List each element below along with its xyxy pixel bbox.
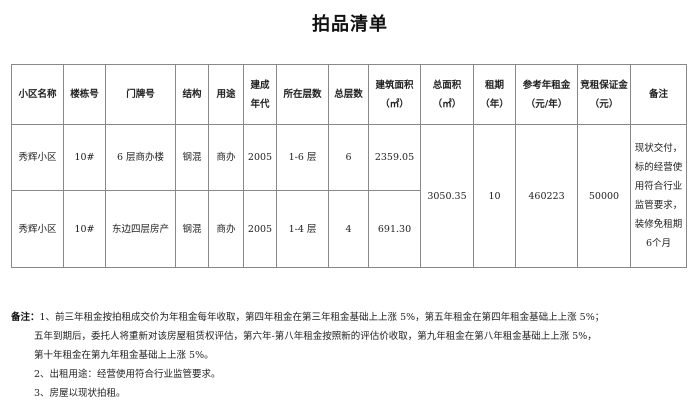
header-cell: 建筑面积（㎡） xyxy=(368,64,421,125)
header-cell: 租期（年） xyxy=(473,64,516,125)
year-cell: 2005 xyxy=(243,190,277,268)
floor-cell: 1-6 层 xyxy=(276,124,329,191)
floor-cell: 1-4 层 xyxy=(276,190,329,268)
header-row: 小区名称 楼栋号 门牌号 结构 用途 建成年代 所在层数 总层数 建筑面积（㎡）… xyxy=(11,64,687,125)
door-cell: 东边四层房产 xyxy=(105,190,176,268)
header-cell: 楼栋号 xyxy=(63,64,106,125)
use-cell: 商办 xyxy=(208,190,244,268)
building-cell: 10# xyxy=(63,190,106,268)
area-cell: 2359.05 xyxy=(368,124,421,191)
year-cell: 2005 xyxy=(243,124,277,191)
use-cell: 商办 xyxy=(208,124,244,191)
building-cell: 10# xyxy=(63,124,106,191)
header-cell: 竞租保证金（元） xyxy=(577,64,631,125)
structure-cell: 钢混 xyxy=(175,124,209,191)
header-cell: 所在层数 xyxy=(276,64,329,125)
header-cell: 用途 xyxy=(208,64,244,125)
header-cell: 参考年租金（元/年） xyxy=(515,64,578,125)
header-cell: 结构 xyxy=(175,64,209,125)
community-cell: 秀辉小区 xyxy=(11,190,64,268)
deposit-cell: 50000 xyxy=(577,124,631,268)
page-title: 拍品清单 xyxy=(312,14,388,35)
table-row: 秀辉小区 10# 东边四层房产 钢混 商办 2005 1-4 层 4 691.3… xyxy=(11,190,687,268)
door-cell: 6 层商办楼 xyxy=(105,124,176,191)
note-line: 第十年租金在第九年租金基础上上涨 5%。 xyxy=(34,350,214,361)
remark-cell: 现状交付，标的经营使用符合行业监管要求，装修免租期6个月 xyxy=(630,124,687,268)
header-cell: 总面积（㎡） xyxy=(420,64,474,125)
total-floors-cell: 6 xyxy=(328,124,369,191)
note-text: 1、前三年租金按拍租成交价为年租金每年收取，第四年租金在第三年租金基础上上涨 5… xyxy=(39,312,605,323)
note-line: 五年到期后，委托人将重新对该房屋租赁权评估，第六年-第八年租金按照新的评估价收取… xyxy=(34,331,597,342)
community-cell: 秀辉小区 xyxy=(11,124,64,191)
table-row: 秀辉小区 10# 6 层商办楼 钢混 商办 2005 1-6 层 6 2359.… xyxy=(11,124,687,268)
header-cell: 小区名称 xyxy=(11,64,64,125)
note-line: 2、出租用途：经营使用符合行业监管要求。 xyxy=(34,369,221,380)
total-floors-cell: 4 xyxy=(328,190,369,268)
structure-cell: 钢混 xyxy=(175,190,209,268)
header-cell: 备注 xyxy=(630,64,687,125)
note-line: 备注：1、前三年租金按拍租成交价为年租金每年收取，第四年租金在第三年租金基础上上… xyxy=(11,308,691,327)
notes-label: 备注： xyxy=(11,312,40,323)
header-cell: 门牌号 xyxy=(105,64,176,125)
note-line: 3、房屋以现状拍租。 xyxy=(34,388,126,399)
lease-cell: 10 xyxy=(473,124,516,268)
area-cell: 691.30 xyxy=(368,190,421,268)
auction-items-table: 小区名称 楼栋号 门牌号 结构 用途 建成年代 所在层数 总层数 建筑面积（㎡）… xyxy=(11,64,687,268)
rent-cell: 460223 xyxy=(515,124,578,268)
header-cell: 总层数 xyxy=(328,64,369,125)
notes-section: 备注：1、前三年租金按拍租成交价为年租金每年收取，第四年租金在第三年租金基础上上… xyxy=(11,308,691,403)
total-area-cell: 3050.35 xyxy=(420,124,474,268)
header-cell: 建成年代 xyxy=(243,64,277,125)
